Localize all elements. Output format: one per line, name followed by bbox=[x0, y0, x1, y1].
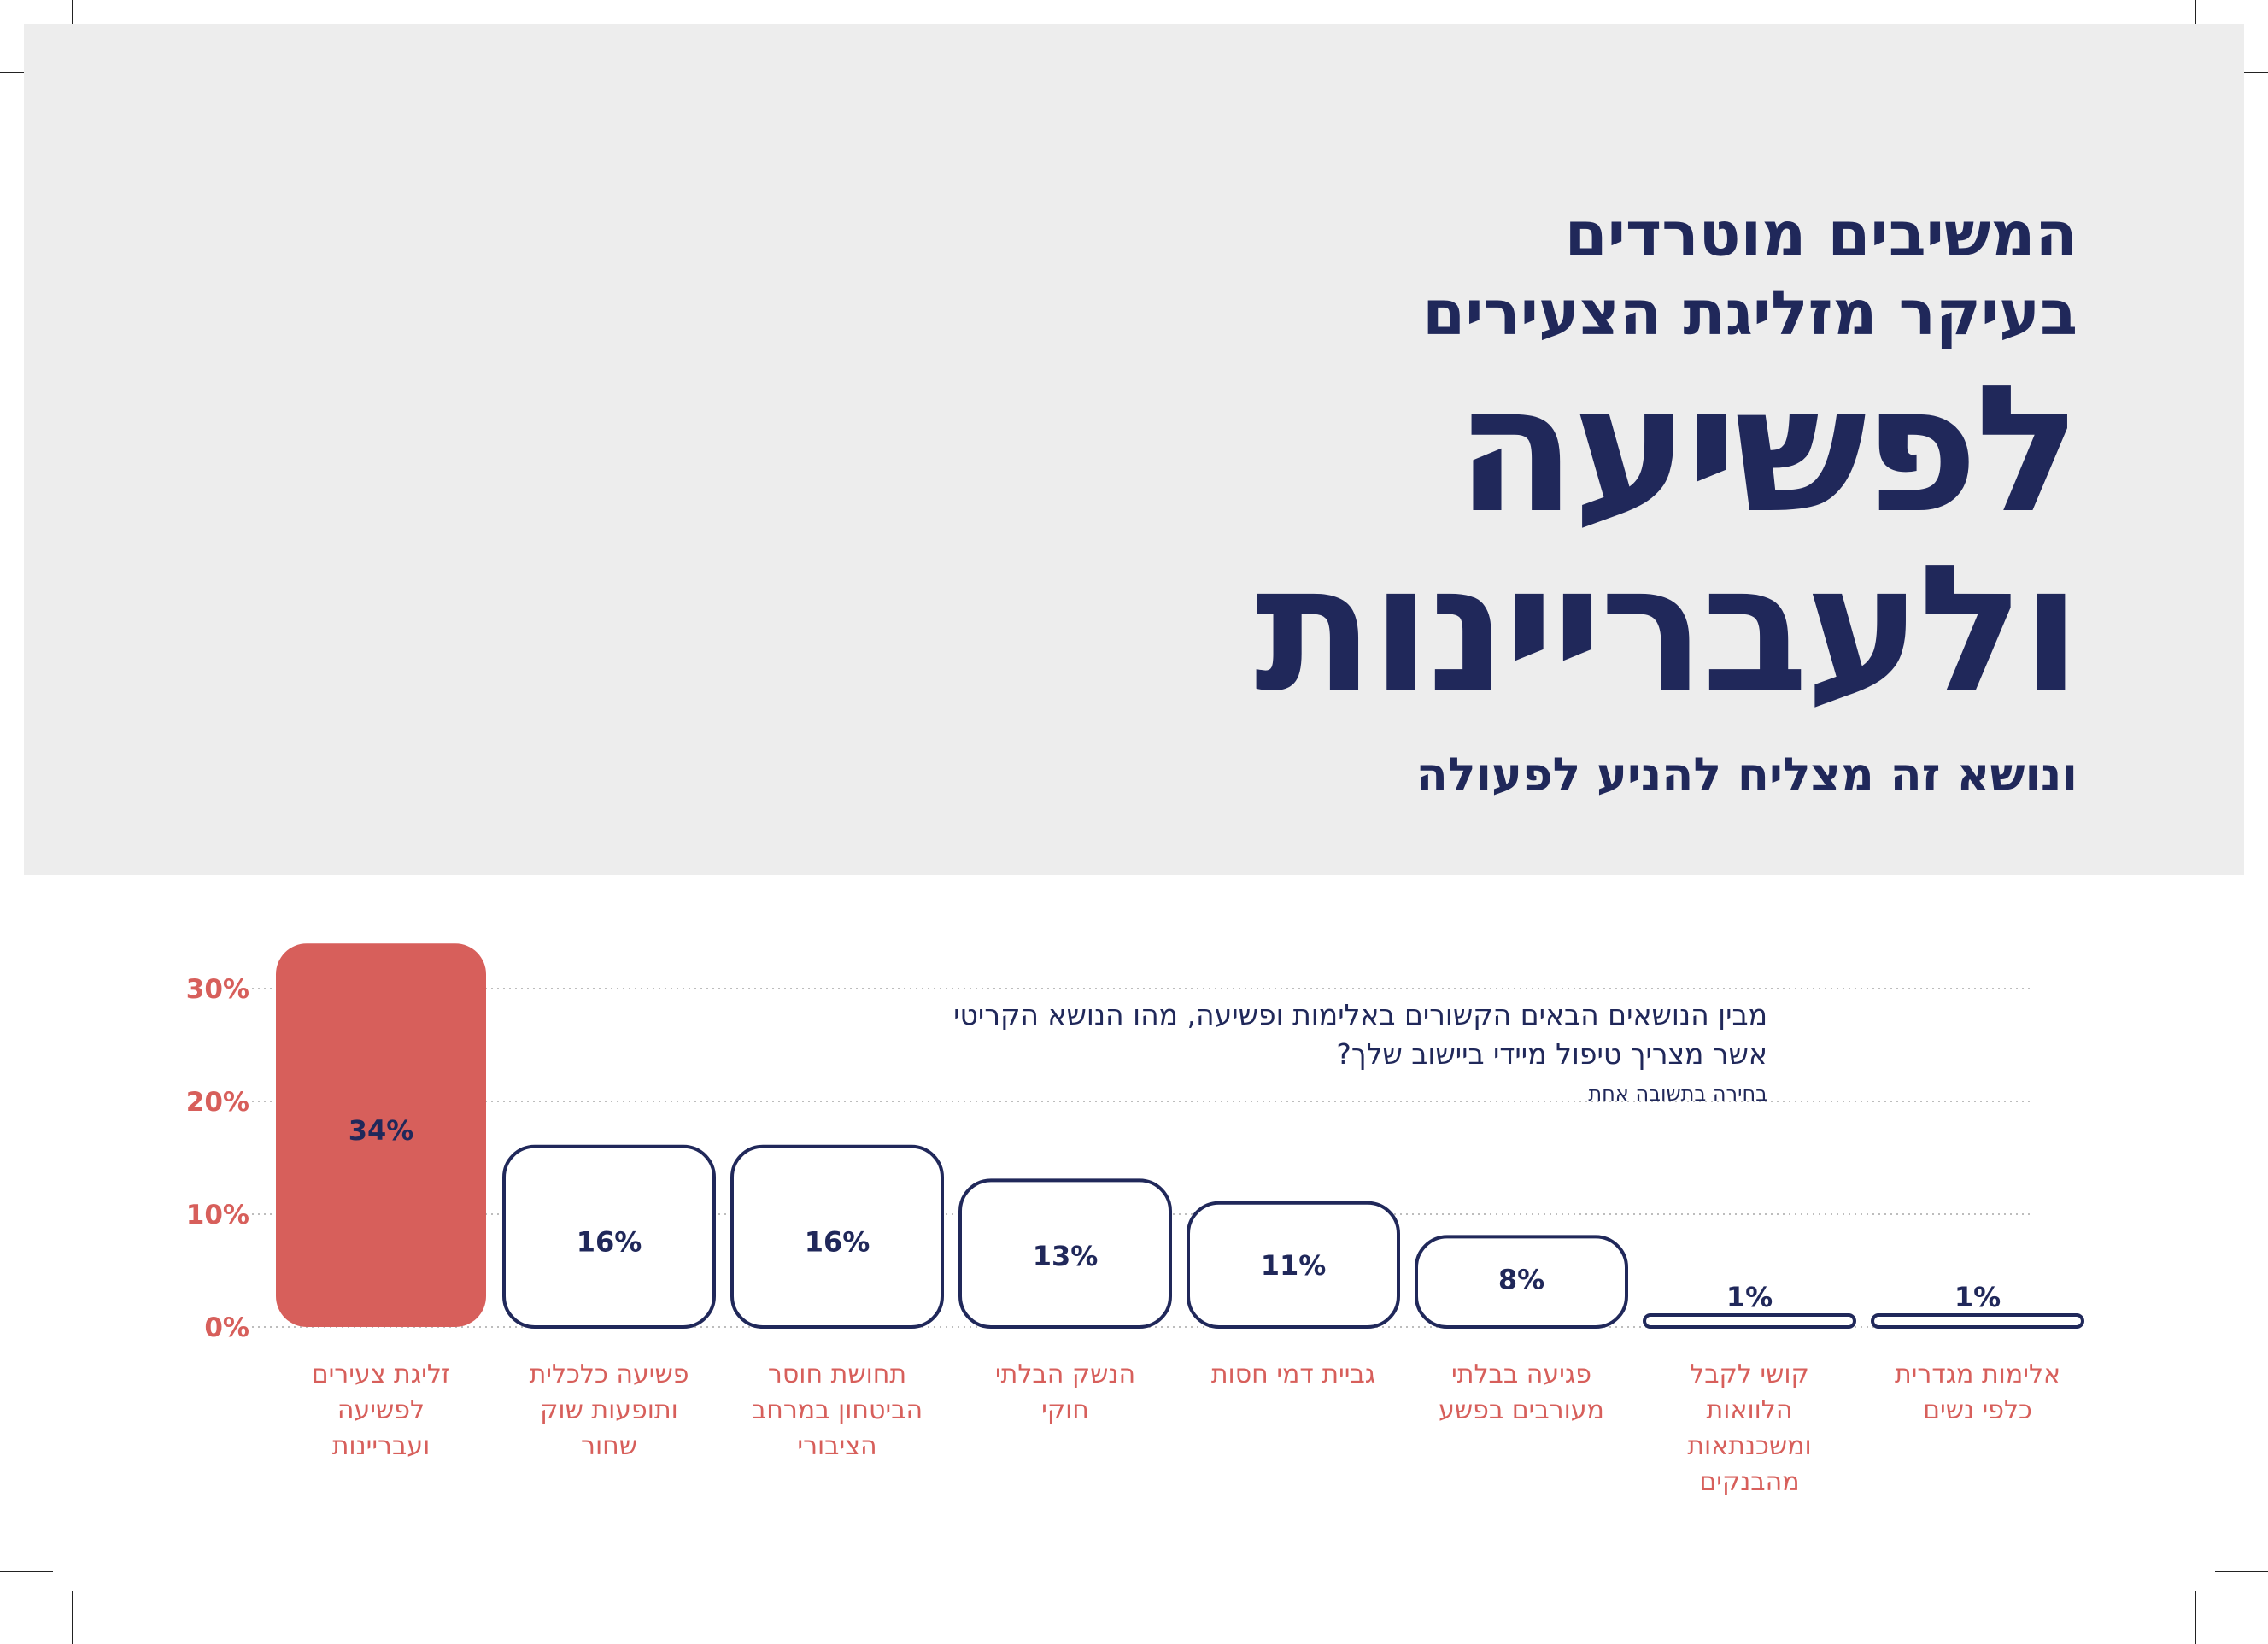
bar bbox=[730, 1144, 944, 1329]
header-text: המשיבים מוטרדים בעיקר מזליגת הצעירים לפש… bbox=[711, 195, 2081, 805]
category-label: אלימות מגדרית כלפי נשים bbox=[1895, 1359, 2060, 1425]
category-label-line: תחושת חוסר bbox=[768, 1359, 906, 1389]
category-label-line: פשיעה כלכלית bbox=[530, 1359, 689, 1389]
category-label: תחושת חוסר הביטחון במרחב הציבורי bbox=[752, 1359, 923, 1461]
category-label-line: שחור bbox=[581, 1431, 637, 1461]
category-label-line: פגיעה בבלתי bbox=[1451, 1359, 1591, 1389]
survey-question: מבין הנושאים הבאים הקשורים באלימות ופשיע… bbox=[913, 995, 1767, 1108]
crop-mark bbox=[72, 1591, 73, 1644]
crop-mark bbox=[2195, 1591, 2196, 1644]
question-note: בחירה בתשובה אחת bbox=[1588, 1082, 1767, 1106]
header-headline-1: לפשיעה bbox=[1455, 349, 2081, 552]
category-label-line: ומשכנתאות bbox=[1687, 1431, 1811, 1461]
bar-value-label: 8% bbox=[1498, 1264, 1544, 1296]
bar-value-label: 1% bbox=[1954, 1281, 2001, 1313]
question-text: מבין הנושאים הבאים הקשורים באלימות ופשיע… bbox=[953, 998, 1767, 1071]
bar bbox=[1871, 1313, 2084, 1329]
crop-mark bbox=[2215, 1571, 2268, 1572]
bar-value-label: 1% bbox=[1726, 1281, 1773, 1313]
category-label: הנשק הבלתי חוקי bbox=[995, 1359, 1135, 1425]
category-label-line: זליגת צעירים bbox=[312, 1359, 451, 1389]
y-tick-label: 10% bbox=[186, 1200, 249, 1230]
bar bbox=[1643, 1313, 1856, 1329]
category-label: זליגת צעירים לפשיעה ועבריינות bbox=[312, 1359, 451, 1461]
bar bbox=[1187, 1201, 1400, 1329]
bar bbox=[958, 1178, 1172, 1329]
category-label: גביית דמי חסות bbox=[1211, 1359, 1375, 1389]
category-label-line: חוקי bbox=[1041, 1395, 1089, 1425]
bar bbox=[502, 1144, 716, 1329]
header-panel: המשיבים מוטרדים בעיקר מזליגת הצעירים לפש… bbox=[24, 24, 2244, 875]
category-label: קושי לקבל הלוואות ומשכנתאות מהבנקים bbox=[1687, 1359, 1811, 1497]
bar-chart: 0% 10% 20% 30% 34% זליגת צעירים לפשיעה ועבריינו… bbox=[186, 943, 2084, 1497]
category-label-line: הנשק הבלתי bbox=[995, 1359, 1135, 1389]
header-line-1: המשיבים מוטרדים bbox=[1564, 198, 2078, 270]
bar bbox=[1415, 1235, 1628, 1329]
category-label: פשיעה כלכלית ותופעות שוק שחור bbox=[530, 1359, 689, 1461]
bar-value-label: 34% bbox=[349, 1114, 414, 1147]
category-label-line: קושי לקבל bbox=[1690, 1359, 1809, 1389]
category-label-line: הביטחון במרחב bbox=[752, 1395, 923, 1425]
category-label-line: כלפי נשים bbox=[1923, 1395, 2032, 1425]
category-label-line: אלימות מגדרית bbox=[1895, 1359, 2060, 1389]
category-label-line: לפשיעה bbox=[337, 1395, 425, 1425]
category-label-line: ועבריינות bbox=[332, 1431, 431, 1461]
category-label-line: גביית דמי חסות bbox=[1211, 1359, 1375, 1389]
bar-value-label: 16% bbox=[577, 1225, 642, 1258]
header-headline-2: ולעבריינות bbox=[1254, 528, 2081, 731]
y-tick-label: 0% bbox=[204, 1312, 249, 1343]
category-label-line: ותופעות שוק bbox=[540, 1395, 678, 1425]
category-label-line: הציבורי bbox=[797, 1431, 876, 1461]
bar-value-label: 11% bbox=[1261, 1249, 1327, 1282]
y-tick-label: 20% bbox=[186, 1087, 249, 1118]
category-label-line: הלוואות bbox=[1707, 1395, 1793, 1425]
header-line-2: בעיקר מזליגת הצעירים bbox=[1422, 277, 2078, 349]
crop-mark bbox=[0, 1571, 53, 1572]
header-subline: ונושא זה מצליח להניע לפעולה bbox=[1415, 748, 2078, 801]
category-label: פגיעה בבלתי מעורבים בפשע bbox=[1439, 1359, 1604, 1425]
category-label-line: מהבנקים bbox=[1699, 1467, 1799, 1497]
category-label-line: מעורבים בפשע bbox=[1439, 1395, 1604, 1425]
bar-value-label: 16% bbox=[805, 1225, 870, 1258]
y-tick-label: 30% bbox=[186, 974, 249, 1005]
bar bbox=[276, 943, 486, 1327]
bar-value-label: 13% bbox=[1033, 1240, 1099, 1272]
